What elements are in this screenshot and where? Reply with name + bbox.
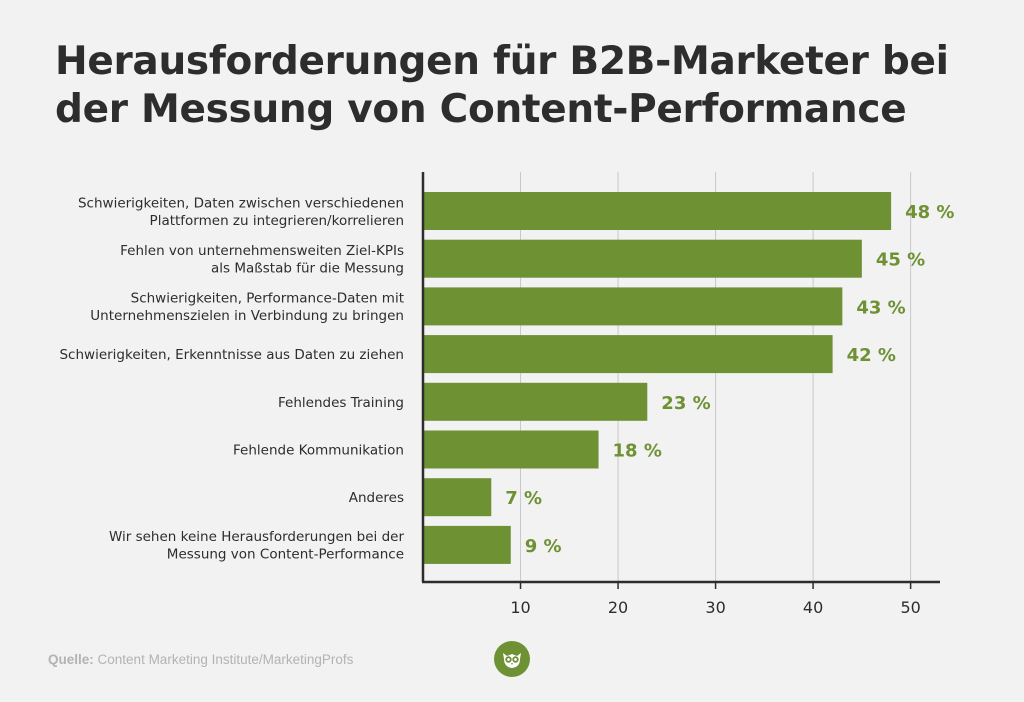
category-label-3: Schwierigkeiten, Performance-Daten mit Un… (90, 291, 404, 325)
category-label-4: Schwierigkeiten, Erkenntnisse aus Daten … (59, 347, 404, 363)
x-tick-label-20: 20 (608, 598, 628, 617)
bar-8 (423, 525, 511, 564)
category-label-5-line-1: Fehlendes Training (278, 395, 404, 411)
value-label-5: 23 % (661, 393, 710, 414)
owl-logo-icon (494, 641, 530, 677)
category-label-1-line-2: Plattformen zu integrieren/korrelieren (150, 213, 404, 229)
source-note: Quelle: Content Marketing Institute/Mark… (48, 652, 353, 667)
value-label-3: 43 % (856, 297, 905, 318)
category-label-7: Anderes (349, 490, 404, 506)
category-label-8-line-2: Messung von Content-Performance (167, 547, 404, 563)
x-tick-label-40: 40 (803, 598, 823, 617)
category-label-8-line-1: Wir sehen keine Herausforderungen bei de… (109, 529, 404, 545)
value-label-8: 9 % (525, 536, 562, 557)
bar-3 (423, 287, 843, 326)
category-label-2: Fehlen von unternehmensweiten Ziel-KPIs a… (120, 243, 404, 277)
value-label-6: 18 % (613, 441, 662, 462)
category-label-2-line-1: Fehlen von unternehmensweiten Ziel-KPIs (120, 243, 404, 259)
category-label-4-line-1: Schwierigkeiten, Erkenntnisse aus Daten … (59, 347, 404, 363)
category-label-1-line-1: Schwierigkeiten, Daten zwischen verschie… (78, 195, 404, 211)
category-label-6-line-1: Fehlende Kommunikation (233, 443, 404, 459)
x-tick-label-30: 30 (705, 598, 725, 617)
bar-6 (423, 430, 599, 469)
value-label-2: 45 % (876, 250, 925, 271)
x-tick-label-50: 50 (900, 598, 920, 617)
category-label-3-line-2: Unternehmenszielen in Verbindung zu brin… (90, 308, 404, 324)
source-text: Content Marketing Institute/MarketingPro… (97, 652, 354, 667)
value-label-7: 7 % (505, 488, 542, 509)
source-label: Quelle: (48, 652, 94, 667)
bar-4 (423, 335, 833, 374)
category-label-7-line-1: Anderes (349, 490, 404, 506)
bar-1 (423, 192, 892, 230)
bar-2 (423, 239, 862, 278)
bar-7 (423, 478, 492, 517)
chart-title-line-1: Herausforderungen für B2B-Marketer bei (55, 39, 949, 84)
x-tick-label-10: 10 (510, 598, 530, 617)
category-label-5: Fehlendes Training (278, 395, 404, 411)
value-label-1: 48 % (905, 202, 954, 223)
category-label-2-line-2: als Maßstab für die Messung (211, 260, 404, 276)
value-label-4: 42 % (847, 345, 896, 366)
category-label-8: Wir sehen keine Herausforderungen bei de… (109, 529, 404, 563)
category-label-1: Schwierigkeiten, Daten zwischen verschie… (78, 195, 404, 229)
bar-5 (423, 382, 648, 421)
chart-title-line-2: der Messung von Content-Performance (55, 87, 907, 132)
chart-title: Herausforderungen für B2B-Marketer bei d… (55, 38, 995, 134)
category-label-3-line-1: Schwierigkeiten, Performance-Daten mit (131, 291, 404, 307)
category-label-6: Fehlende Kommunikation (233, 443, 404, 459)
